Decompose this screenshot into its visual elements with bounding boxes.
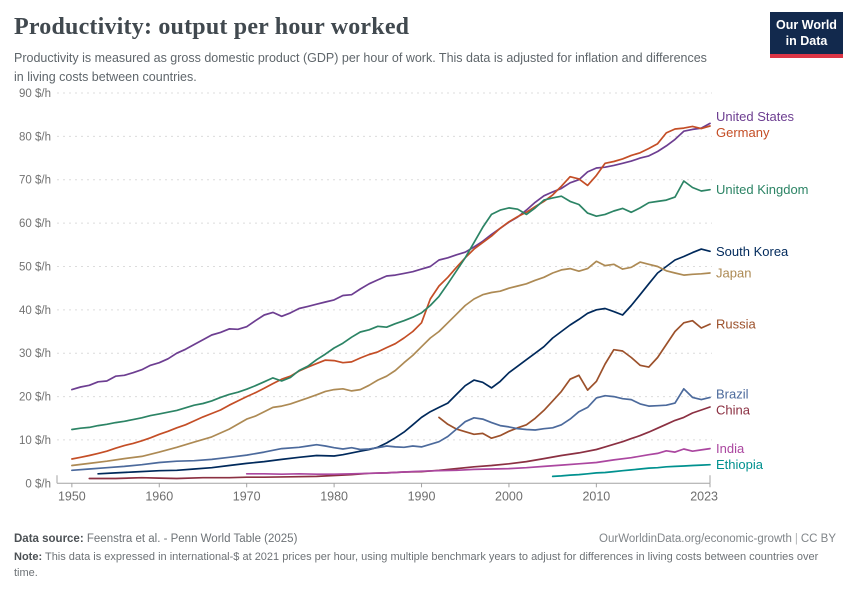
source-row: Data source: Feenstra et al. - Penn Worl… <box>14 533 836 545</box>
owid-logo[interactable]: Our World in Data <box>770 12 843 58</box>
x-axis-tick-label: 2023 <box>690 489 718 503</box>
series-label-south-korea[interactable]: South Korea <box>716 244 789 259</box>
x-axis-tick-label: 2000 <box>495 489 523 503</box>
series-label-russia[interactable]: Russia <box>716 317 757 332</box>
series-label-united-states[interactable]: United States <box>716 109 795 124</box>
owid-logo-red-bar <box>770 53 843 58</box>
series-line-china[interactable] <box>88 406 711 480</box>
separator: | <box>794 533 798 545</box>
x-axis-tick-label: 2010 <box>582 489 610 503</box>
x-axis-tick-label: 1950 <box>58 489 86 503</box>
chart-footer: Data source: Feenstra et al. - Penn Worl… <box>0 531 850 582</box>
y-axis-tick-label: 30 $/h <box>19 348 51 360</box>
series-line-south-korea[interactable] <box>97 248 711 475</box>
x-axis-tick-label: 1970 <box>233 489 261 503</box>
series-line-brazil[interactable] <box>71 387 711 472</box>
series-line-ethiopia[interactable] <box>551 463 711 478</box>
license-link[interactable]: CC BY <box>800 533 836 545</box>
series-line-united-states[interactable] <box>71 122 711 391</box>
series-label-ethiopia[interactable]: Ethiopia <box>716 457 764 472</box>
y-axis-tick-label: 40 $/h <box>19 305 51 317</box>
owid-logo-text: Our World in Data <box>770 12 843 54</box>
chart-header: Productivity: output per hour worked Pro… <box>0 0 850 84</box>
data-source-text: Feenstra et al. - Penn World Table (2025… <box>86 533 298 545</box>
series-line-germany[interactable] <box>71 125 711 460</box>
y-axis-tick-label: 70 $/h <box>19 175 51 187</box>
productivity-line-chart: 0 $/h 10 $/h 20 $/h 30 $/h 40 $/h 50 $/h 60 $/… <box>19 88 809 503</box>
y-axis-tick-label: 20 $/h <box>19 392 51 404</box>
x-axis-tick-label: 1990 <box>408 489 436 503</box>
note-label: Note: <box>14 551 43 563</box>
series-line-japan[interactable] <box>71 260 711 467</box>
note-text: This data is expressed in international-… <box>14 551 819 579</box>
owid-link[interactable]: OurWorldinData.org/economic-growth <box>599 533 792 545</box>
series-label-japan[interactable]: Japan <box>716 265 751 280</box>
series-line-india[interactable] <box>245 447 711 476</box>
y-axis-tick-label: 90 $/h <box>19 88 51 100</box>
series-label-brazil[interactable]: Brazil <box>716 387 749 402</box>
series-line-united-kingdom[interactable] <box>71 180 711 431</box>
series-label-germany[interactable]: Germany <box>716 125 770 140</box>
y-axis-tick-label: 60 $/h <box>19 218 51 230</box>
y-axis-tick-label: 80 $/h <box>19 131 51 143</box>
series-label-united-kingdom[interactable]: United Kingdom <box>716 182 809 197</box>
series-line-russia[interactable] <box>438 319 711 440</box>
y-axis-tick-label: 50 $/h <box>19 261 51 273</box>
attribution: OurWorldinData.org/economic-growth | CC BY <box>599 533 836 545</box>
y-axis-tick-label: 0 $/h <box>25 478 51 490</box>
page-title: Productivity: output per hour worked <box>14 14 410 40</box>
data-source-label: Data source: <box>14 533 84 545</box>
chart-subtitle: Productivity is measured as gross domest… <box>14 51 707 84</box>
x-axis-tick-label: 1980 <box>320 489 348 503</box>
y-axis-tick-label: 10 $/h <box>19 435 51 447</box>
note: Note: This data is expressed in internat… <box>14 550 836 582</box>
series-label-china[interactable]: China <box>716 403 751 418</box>
series-label-india[interactable]: India <box>716 441 745 456</box>
x-axis-tick-label: 1960 <box>145 489 173 503</box>
data-source: Data source: Feenstra et al. - Penn Worl… <box>14 533 297 545</box>
